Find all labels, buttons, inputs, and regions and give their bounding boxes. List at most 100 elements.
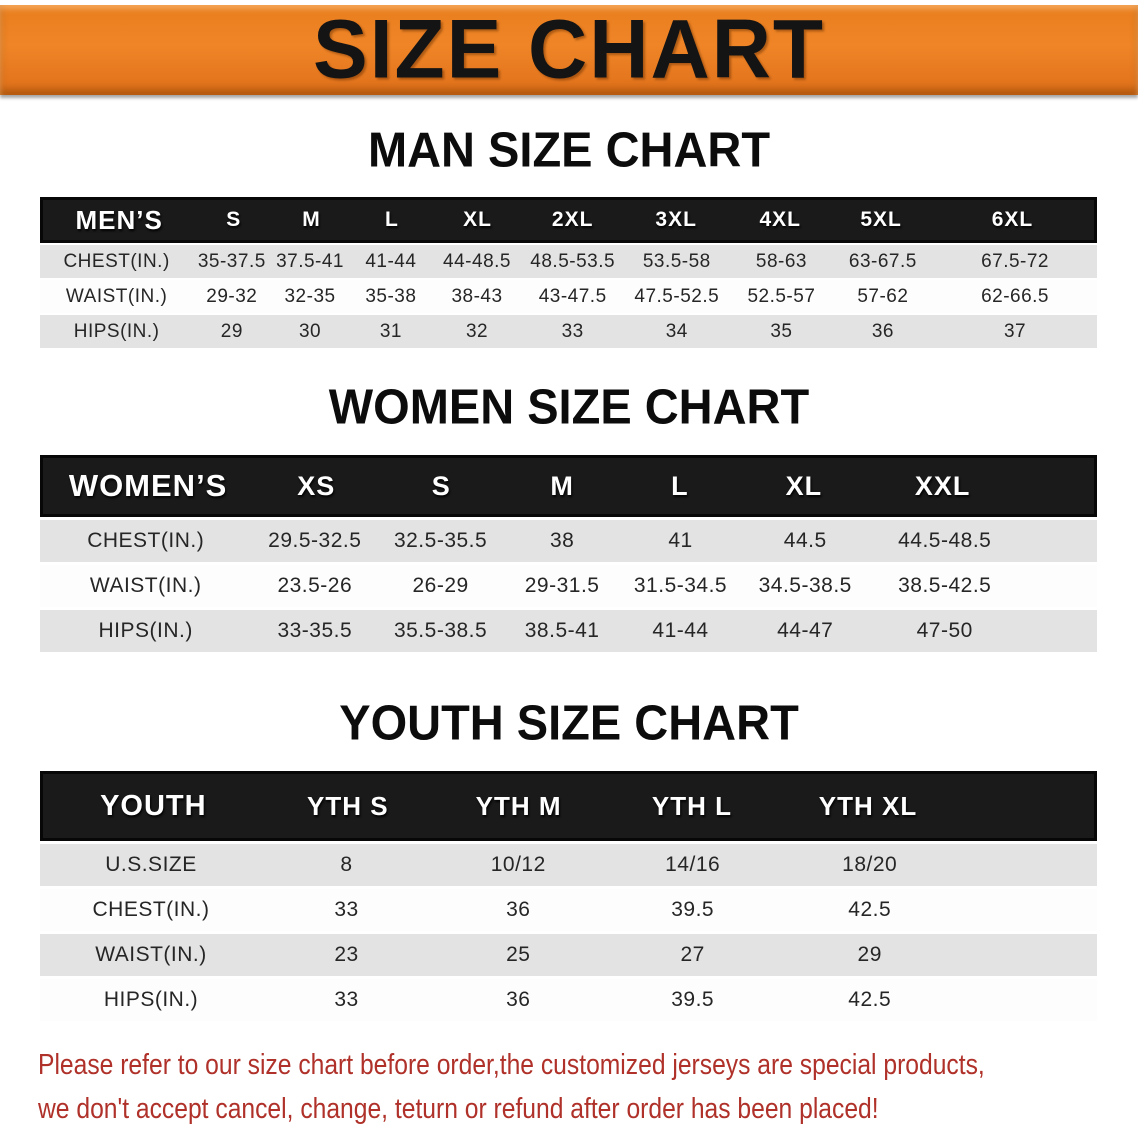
cell-value: 57-62	[857, 285, 909, 307]
mens-size-table: MEN’S S M L XL 2XL 3XL 4XL 5XL 6XL CHEST(IN.) 35-37…	[40, 197, 1097, 348]
womens-column-header-2: M	[550, 470, 574, 501]
youth-header-row: YOUTH YTH S YTH M YTH L YTH XL	[40, 771, 1097, 841]
womens-column-header-4: XL	[785, 470, 823, 501]
cell-value: 30	[298, 320, 322, 342]
youth-column-header-2: YTH L	[651, 790, 733, 821]
row-label: U.S.SIZE	[105, 853, 197, 876]
cell-value: 44-47	[777, 619, 834, 642]
mens-column-header-8: 6XL	[991, 208, 1034, 231]
cell-value: 33	[561, 320, 584, 342]
womens-column-header-0: XS	[297, 470, 336, 501]
cell-value: 62-66.5	[981, 285, 1050, 307]
cell-value: 44.5-48.5	[898, 529, 992, 552]
cell-value: 36	[506, 898, 531, 921]
cell-value: 23	[334, 943, 359, 966]
cell-value: 35-38	[365, 285, 417, 307]
cell-value: 29	[857, 943, 882, 966]
cell-value: 39.5	[671, 988, 715, 1011]
mens-data-row-1: WAIST(IN.) 29-32 32-35 35-38 38-43 43-47.5 47.…	[40, 280, 1097, 313]
cell-value: 38	[549, 529, 575, 552]
cell-value: 47-50	[916, 619, 973, 642]
cell-value: 52.5-57	[747, 285, 816, 307]
cell-value: 29-32	[206, 285, 258, 307]
mens-column-header-4: 2XL	[551, 208, 594, 231]
youth-data-row-3: HIPS(IN.) 33 36 39.5 42.5	[40, 979, 1097, 1021]
womens-data-row-0: CHEST(IN.) 29.5-32.5 32.5-35.5 38 41 44.5 44.5…	[40, 520, 1097, 562]
mens-column-header-0: S	[226, 208, 242, 231]
cell-value: 41-44	[652, 619, 709, 642]
disclaimer: Please refer to our size chart before or…	[38, 1043, 1138, 1131]
mens-column-header-6: 4XL	[759, 208, 801, 231]
cell-value: 33	[334, 988, 359, 1011]
row-label: WAIST(IN.)	[95, 943, 207, 966]
cell-value: 23.5-26	[277, 574, 353, 597]
cell-value: 63-67.5	[848, 250, 917, 272]
row-label: WAIST(IN.)	[89, 574, 202, 597]
mens-column-header-7: 5XL	[860, 208, 902, 231]
cell-value: 29	[220, 320, 243, 342]
row-label: CHEST(IN.)	[87, 529, 205, 552]
cell-value: 32-35	[284, 285, 336, 307]
cell-value: 36	[506, 988, 531, 1011]
cell-value: 43-47.5	[538, 285, 607, 307]
cell-value: 42.5	[848, 988, 892, 1011]
cell-value: 38.5-42.5	[898, 574, 992, 597]
cell-value: 31.5-34.5	[633, 574, 728, 597]
cell-value: 35	[770, 320, 793, 342]
cell-value: 8	[340, 853, 353, 876]
row-label: WAIST(IN.)	[65, 285, 168, 307]
youth-header-label: YOUTH	[100, 789, 207, 822]
cell-value: 34	[665, 320, 688, 342]
cell-value: 47.5-52.5	[634, 285, 720, 307]
size-chart-banner: SIZE CHART	[0, 5, 1138, 95]
mens-header-row: MEN’S S M L XL 2XL 3XL 4XL 5XL 6XL	[40, 197, 1097, 243]
youth-data-row-2: WAIST(IN.) 23 25 27 29	[40, 934, 1097, 976]
cell-value: 32.5-35.5	[393, 529, 488, 552]
cell-value: 35-37.5	[197, 250, 266, 272]
cell-value: 38-43	[451, 285, 503, 307]
disclaimer-line-2: we don't accept cancel, change, teturn o…	[38, 1093, 879, 1125]
youth-column-header-1: YTH M	[475, 790, 562, 821]
women-size-chart-title: WOMEN SIZE CHART	[328, 378, 810, 435]
cell-value: 36	[871, 320, 894, 342]
cell-value: 44-48.5	[443, 250, 511, 272]
youth-size-table: YOUTH YTH S YTH M YTH L YTH XL U.S.SIZE 8 10/12…	[40, 771, 1097, 1021]
mens-data-row-2: HIPS(IN.) 29 30 31 32 33 34 35 36 37	[40, 315, 1097, 348]
womens-column-header-1: S	[431, 470, 451, 501]
womens-header-row: WOMEN’S XS S M L XL XXL	[40, 455, 1097, 517]
womens-size-table: WOMEN’S XS S M L XL XXL CHEST(IN.) 29.5-32.5 32.5…	[40, 455, 1097, 652]
youth-column-header-3: YTH XL	[818, 790, 918, 821]
cell-value: 25	[506, 943, 531, 966]
womens-column-header-5: XXL	[914, 470, 971, 501]
cell-value: 33-35.5	[277, 619, 353, 642]
womens-data-row-2: HIPS(IN.) 33-35.5 35.5-38.5 38.5-41 41-44 44-…	[40, 610, 1097, 652]
cell-value: 18/20	[842, 853, 898, 876]
man-size-chart-title: MAN SIZE CHART	[367, 121, 771, 178]
cell-value: 35.5-38.5	[393, 619, 488, 642]
youth-data-row-1: CHEST(IN.) 33 36 39.5 42.5	[40, 889, 1097, 931]
mens-column-header-3: XL	[463, 208, 492, 231]
cell-value: 32	[465, 320, 489, 342]
disclaimer-line-1: Please refer to our size chart before or…	[38, 1049, 985, 1081]
womens-header-label: WOMEN’S	[68, 468, 228, 503]
cell-value: 41	[668, 529, 693, 552]
cell-value: 58-63	[755, 250, 807, 272]
mens-data-row-0: CHEST(IN.) 35-37.5 37.5-41 41-44 44-48.5 48.5…	[40, 245, 1097, 278]
youth-data-row-0: U.S.SIZE 8 10/12 14/16 18/20	[40, 844, 1097, 886]
row-label: HIPS(IN.)	[103, 988, 199, 1011]
youth-size-chart-title: YOUTH SIZE CHART	[339, 694, 799, 751]
cell-value: 42.5	[848, 898, 892, 921]
womens-data-row-1: WAIST(IN.) 23.5-26 26-29 29-31.5 31.5-34.5 34…	[40, 565, 1097, 607]
cell-value: 41-44	[365, 250, 417, 272]
cell-value: 27	[680, 943, 705, 966]
cell-value: 29.5-32.5	[268, 529, 362, 552]
cell-value: 39.5	[671, 898, 715, 921]
cell-value: 38.5-41	[524, 619, 600, 642]
row-label: CHEST(IN.)	[92, 898, 210, 921]
mens-column-header-2: L	[384, 208, 399, 231]
cell-value: 31	[379, 320, 402, 342]
cell-value: 37	[1003, 320, 1027, 342]
cell-value: 14/16	[665, 853, 721, 876]
womens-column-header-3: L	[671, 470, 689, 501]
banner-title: SIZE CHART	[313, 3, 825, 96]
